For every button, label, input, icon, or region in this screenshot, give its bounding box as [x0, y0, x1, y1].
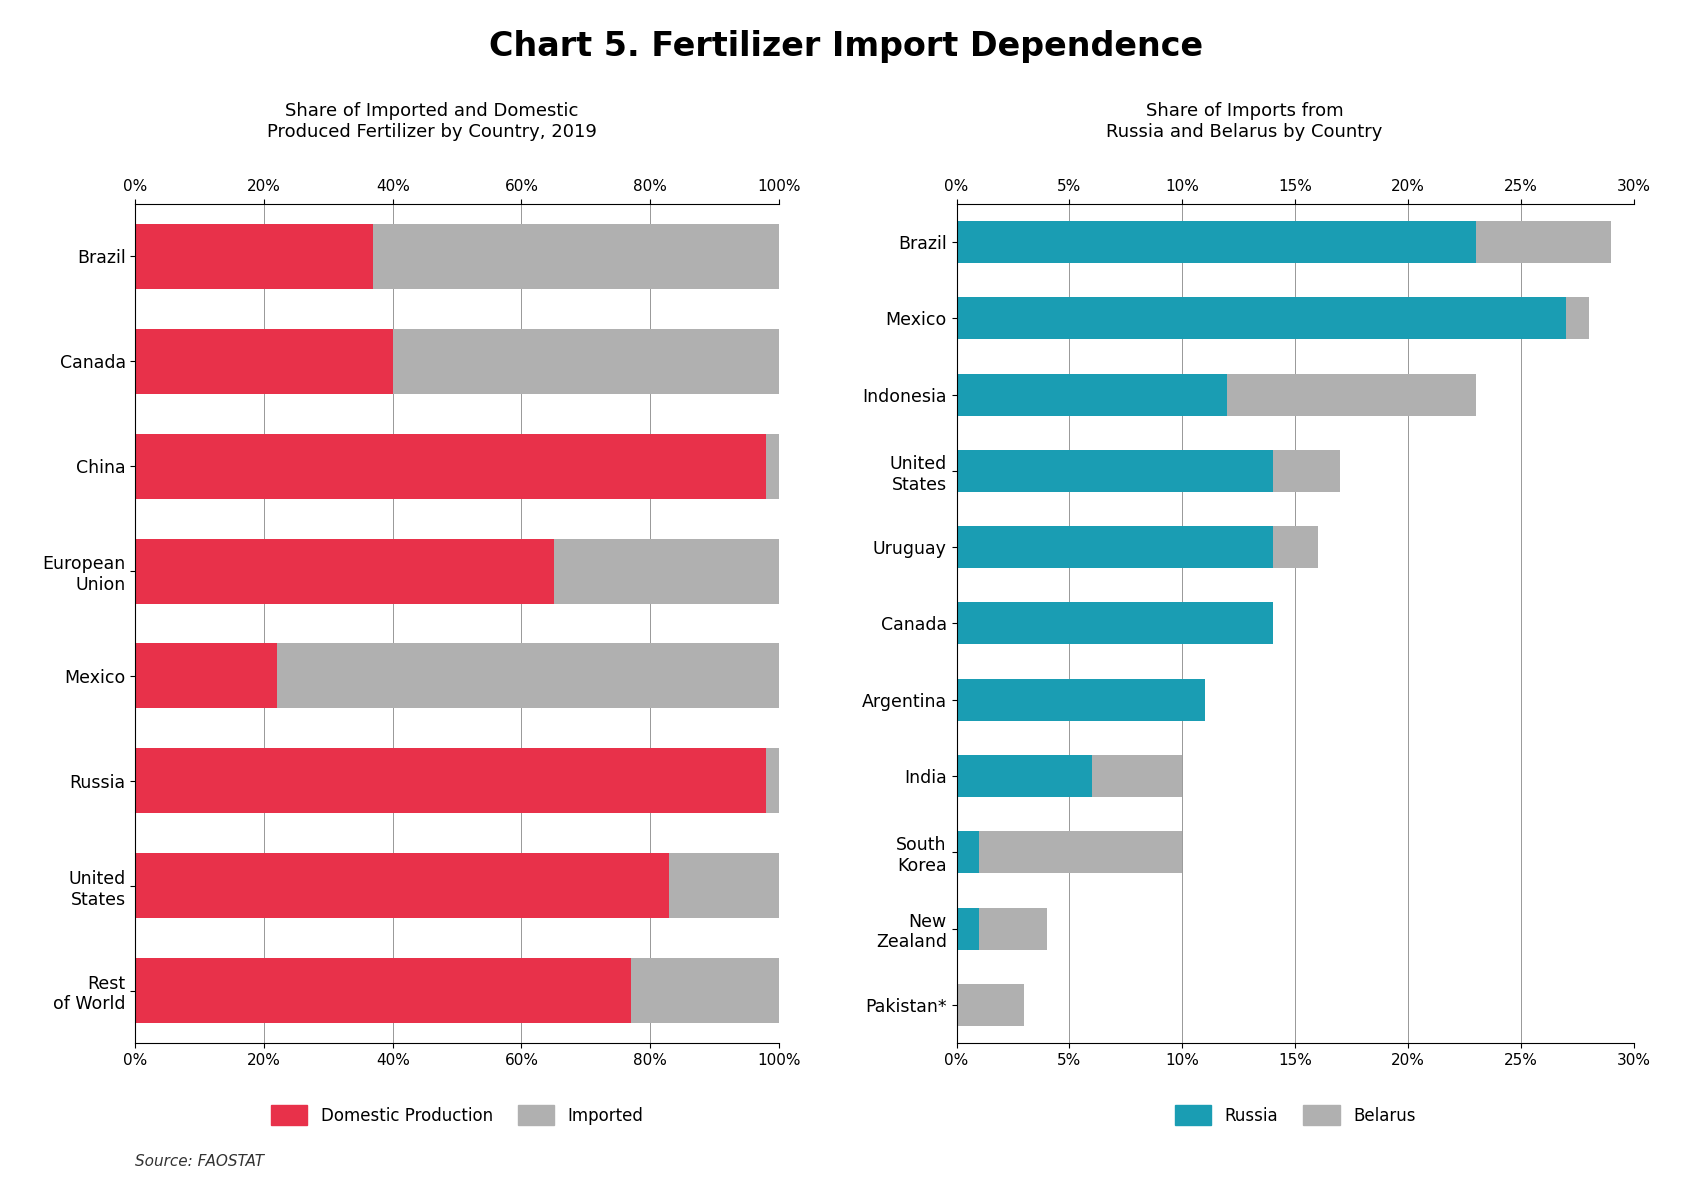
- Bar: [765, 748, 779, 813]
- Text: Share of Imported and Domestic
Produced Fertilizer by Country, 2019: Share of Imported and Domestic Produced …: [267, 102, 596, 140]
- Bar: [135, 958, 631, 1023]
- Bar: [1566, 297, 1588, 339]
- Bar: [135, 854, 669, 918]
- Bar: [979, 908, 1046, 950]
- Bar: [374, 224, 779, 289]
- Bar: [957, 679, 1205, 721]
- Bar: [135, 434, 765, 499]
- Bar: [957, 831, 979, 873]
- Text: Share of Imports from
Russia and Belarus by Country: Share of Imports from Russia and Belarus…: [1106, 102, 1383, 140]
- Bar: [1273, 450, 1341, 492]
- Bar: [957, 984, 1024, 1026]
- Bar: [631, 958, 779, 1023]
- Bar: [957, 450, 1273, 492]
- Bar: [765, 434, 779, 499]
- Bar: [135, 644, 278, 709]
- Bar: [957, 908, 979, 950]
- Bar: [957, 221, 1476, 263]
- Bar: [135, 538, 554, 603]
- Bar: [1227, 374, 1476, 416]
- Text: Source: FAOSTAT: Source: FAOSTAT: [135, 1153, 264, 1169]
- Bar: [979, 831, 1182, 873]
- Bar: [135, 224, 374, 289]
- Bar: [393, 329, 779, 393]
- Bar: [135, 748, 765, 813]
- Bar: [135, 329, 393, 393]
- Bar: [957, 297, 1566, 339]
- Bar: [957, 755, 1092, 797]
- Legend: Domestic Production, Imported: Domestic Production, Imported: [264, 1098, 650, 1132]
- Bar: [1273, 526, 1317, 568]
- Bar: [1476, 221, 1612, 263]
- Bar: [957, 602, 1273, 645]
- Legend: Russia, Belarus: Russia, Belarus: [1168, 1098, 1422, 1132]
- Text: Chart 5. Fertilizer Import Dependence: Chart 5. Fertilizer Import Dependence: [489, 30, 1204, 64]
- Bar: [278, 644, 779, 709]
- Bar: [554, 538, 779, 603]
- Bar: [669, 854, 779, 918]
- Bar: [1092, 755, 1182, 797]
- Bar: [957, 374, 1227, 416]
- Bar: [957, 526, 1273, 568]
